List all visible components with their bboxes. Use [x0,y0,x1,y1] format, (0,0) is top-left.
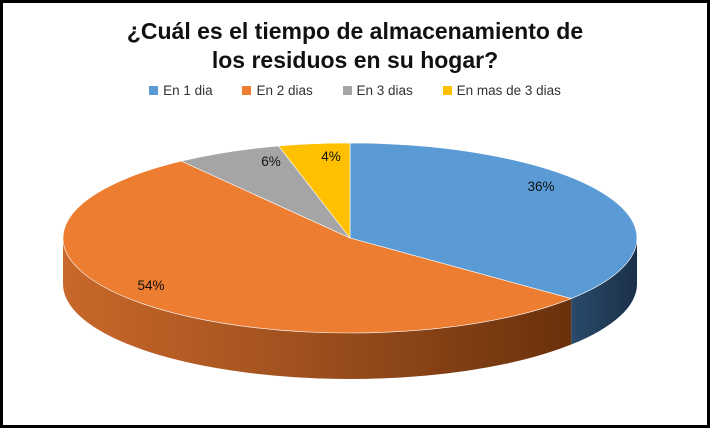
legend-swatch [242,86,252,95]
legend-item-mas-3-dias: En mas de 3 dias [442,83,561,98]
legend-swatch [149,86,159,95]
legend-label: En 2 dias [256,83,313,98]
data-label: 6% [261,154,281,169]
pie-slice-1 [349,142,638,299]
legend-swatch [442,86,452,95]
legend-swatch [342,86,352,95]
legend-item-1-dia: En 1 dia [149,83,213,98]
data-label: 54% [137,278,164,293]
chart-legend: En 1 dia En 2 dias En 3 dias En mas de 3… [3,83,707,98]
legend-item-3-dias: En 3 dias [342,83,413,98]
pie-slice-side [571,238,637,345]
legend-label: En 1 dia [163,83,213,98]
data-label: 36% [527,179,554,194]
pie-slice-4 [278,142,351,239]
chart-title: ¿Cuál es el tiempo de almacenamiento de … [3,17,707,75]
legend-item-2-dias: En 2 dias [242,83,313,98]
pie-slice-2 [62,160,573,334]
legend-label: En mas de 3 dias [456,83,561,98]
pie-slice-side [63,238,572,379]
data-label: 4% [321,149,341,164]
pie-chart: 36% 54% 6% 4% [62,142,638,379]
legend-label: En 3 dias [356,83,413,98]
chart-title-line-1: ¿Cuál es el tiempo de almacenamiento de [126,18,584,44]
chart-title-line-2: los residuos en su hogar? [211,47,499,73]
